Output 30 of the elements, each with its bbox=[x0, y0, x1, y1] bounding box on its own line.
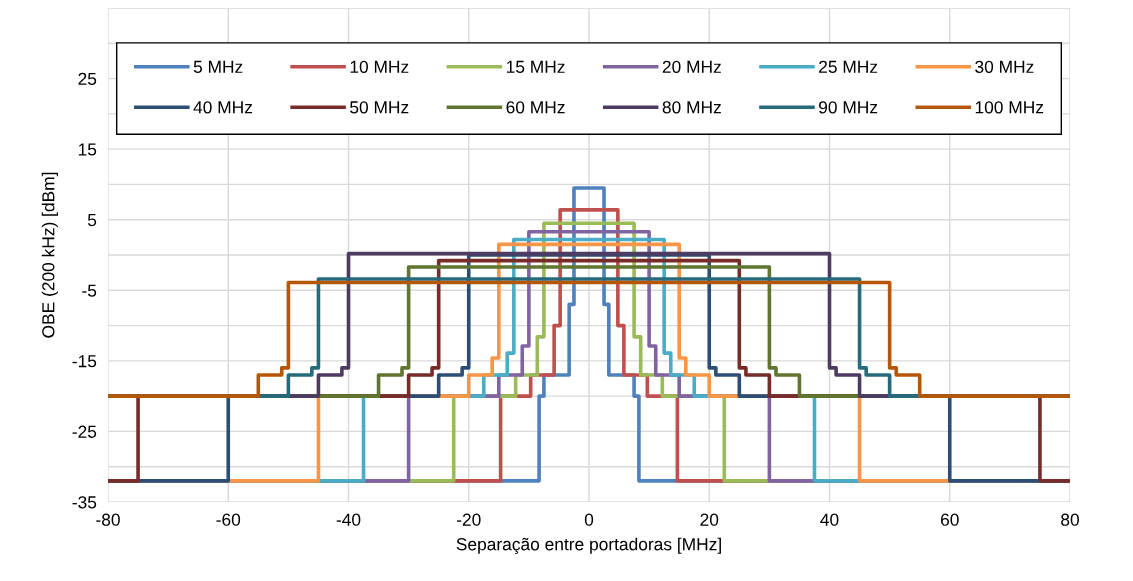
legend-label: 20 MHz bbox=[662, 60, 721, 73]
legend-label: 40 MHz bbox=[193, 101, 253, 114]
x-tick-label: 20 bbox=[700, 513, 719, 526]
legend-label: 5 MHz bbox=[193, 60, 243, 73]
legend-label: 60 MHz bbox=[506, 101, 565, 114]
y-tick-label: 5 bbox=[87, 214, 97, 227]
legend-label: 10 MHz bbox=[350, 60, 409, 73]
x-tick-label: 40 bbox=[820, 513, 839, 526]
legend-label: 90 MHz bbox=[819, 101, 878, 114]
x-tick-label: -60 bbox=[216, 513, 241, 526]
x-tick-label: -80 bbox=[96, 513, 120, 526]
x-tick-label: 80 bbox=[1061, 513, 1079, 526]
x-tick-label: 60 bbox=[940, 513, 959, 526]
y-tick-label: -15 bbox=[72, 355, 97, 368]
x-tick-label: -20 bbox=[456, 513, 481, 526]
y-tick-label: -35 bbox=[72, 496, 97, 509]
x-tick-label: 0 bbox=[584, 513, 594, 526]
x-tick-label: -40 bbox=[336, 513, 361, 526]
y-axis-title: OBE (200 kHz) [dBm] bbox=[41, 172, 58, 338]
legend-label: 25 MHz bbox=[819, 60, 878, 73]
y-tick-label: -25 bbox=[72, 425, 97, 438]
legend-label: 15 MHz bbox=[506, 60, 565, 73]
y-tick-label: -5 bbox=[82, 284, 97, 297]
legend-label: 30 MHz bbox=[975, 60, 1034, 73]
legend-label: 50 MHz bbox=[350, 101, 409, 114]
y-tick-label: 15 bbox=[78, 143, 97, 156]
legend-label: 80 MHz bbox=[662, 101, 721, 114]
x-axis-title: Separação entre portadoras [MHz] bbox=[456, 537, 721, 554]
legend-label: 100 MHz bbox=[975, 101, 1044, 114]
y-tick-label: 25 bbox=[78, 72, 97, 86]
